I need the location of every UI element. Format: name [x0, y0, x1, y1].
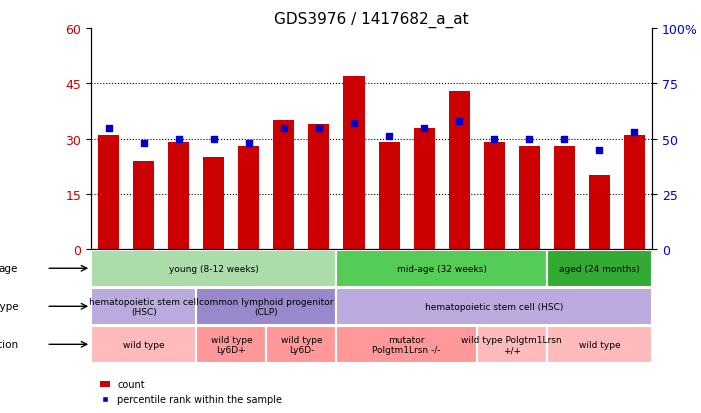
FancyBboxPatch shape — [91, 288, 196, 325]
Point — [103, 125, 114, 131]
Text: genotype/variation: genotype/variation — [0, 339, 18, 349]
Text: common lymphoid progenitor
(CLP): common lymphoid progenitor (CLP) — [199, 297, 334, 316]
FancyBboxPatch shape — [196, 326, 266, 363]
Bar — [98, 135, 119, 249]
Point — [208, 136, 219, 142]
Text: mutator
Polgtm1Lrsn -/-: mutator Polgtm1Lrsn -/- — [372, 335, 441, 354]
Text: cell type: cell type — [0, 301, 18, 311]
Point — [559, 136, 570, 142]
Point — [243, 140, 254, 147]
Bar — [414, 128, 435, 249]
Point — [278, 125, 290, 131]
Bar — [449, 91, 470, 249]
Point — [489, 136, 500, 142]
Text: aged (24 months): aged (24 months) — [559, 264, 640, 273]
FancyBboxPatch shape — [91, 326, 196, 363]
Bar — [168, 143, 189, 249]
Bar — [308, 125, 329, 249]
FancyBboxPatch shape — [547, 250, 652, 287]
FancyBboxPatch shape — [336, 250, 547, 287]
Bar — [519, 147, 540, 249]
FancyBboxPatch shape — [266, 326, 336, 363]
Point — [383, 134, 395, 140]
Point — [418, 125, 430, 131]
Point — [348, 121, 360, 127]
Bar — [589, 176, 610, 249]
FancyBboxPatch shape — [477, 326, 547, 363]
Bar — [624, 135, 645, 249]
FancyBboxPatch shape — [196, 288, 336, 325]
FancyBboxPatch shape — [91, 250, 336, 287]
Bar — [379, 143, 400, 249]
Point — [138, 140, 149, 147]
Text: wild type: wild type — [578, 340, 620, 349]
Text: hematopoietic stem cell (HSC): hematopoietic stem cell (HSC) — [425, 302, 564, 311]
Point — [313, 125, 325, 131]
Point — [173, 136, 184, 142]
Bar — [343, 77, 365, 249]
Bar — [238, 147, 259, 249]
Title: GDS3976 / 1417682_a_at: GDS3976 / 1417682_a_at — [274, 12, 469, 28]
Bar — [273, 121, 294, 249]
Text: wild type
Ly6D-: wild type Ly6D- — [280, 335, 322, 354]
Text: wild type Polgtm1Lrsn
+/+: wild type Polgtm1Lrsn +/+ — [461, 335, 562, 354]
Bar — [484, 143, 505, 249]
Text: wild type: wild type — [123, 340, 165, 349]
Point — [454, 118, 465, 125]
Bar — [203, 158, 224, 249]
Text: hematopoietic stem cell
(HSC): hematopoietic stem cell (HSC) — [89, 297, 198, 316]
Bar — [133, 161, 154, 249]
Bar — [554, 147, 575, 249]
FancyBboxPatch shape — [336, 288, 652, 325]
Legend: count, percentile rank within the sample: count, percentile rank within the sample — [96, 375, 286, 408]
Text: wild type
Ly6D+: wild type Ly6D+ — [210, 335, 252, 354]
Point — [524, 136, 535, 142]
FancyBboxPatch shape — [547, 326, 652, 363]
FancyBboxPatch shape — [336, 326, 477, 363]
Text: age: age — [0, 263, 18, 273]
Text: mid-age (32 weeks): mid-age (32 weeks) — [397, 264, 486, 273]
Point — [594, 147, 605, 154]
Point — [629, 129, 640, 136]
Text: young (8-12 weeks): young (8-12 weeks) — [169, 264, 259, 273]
